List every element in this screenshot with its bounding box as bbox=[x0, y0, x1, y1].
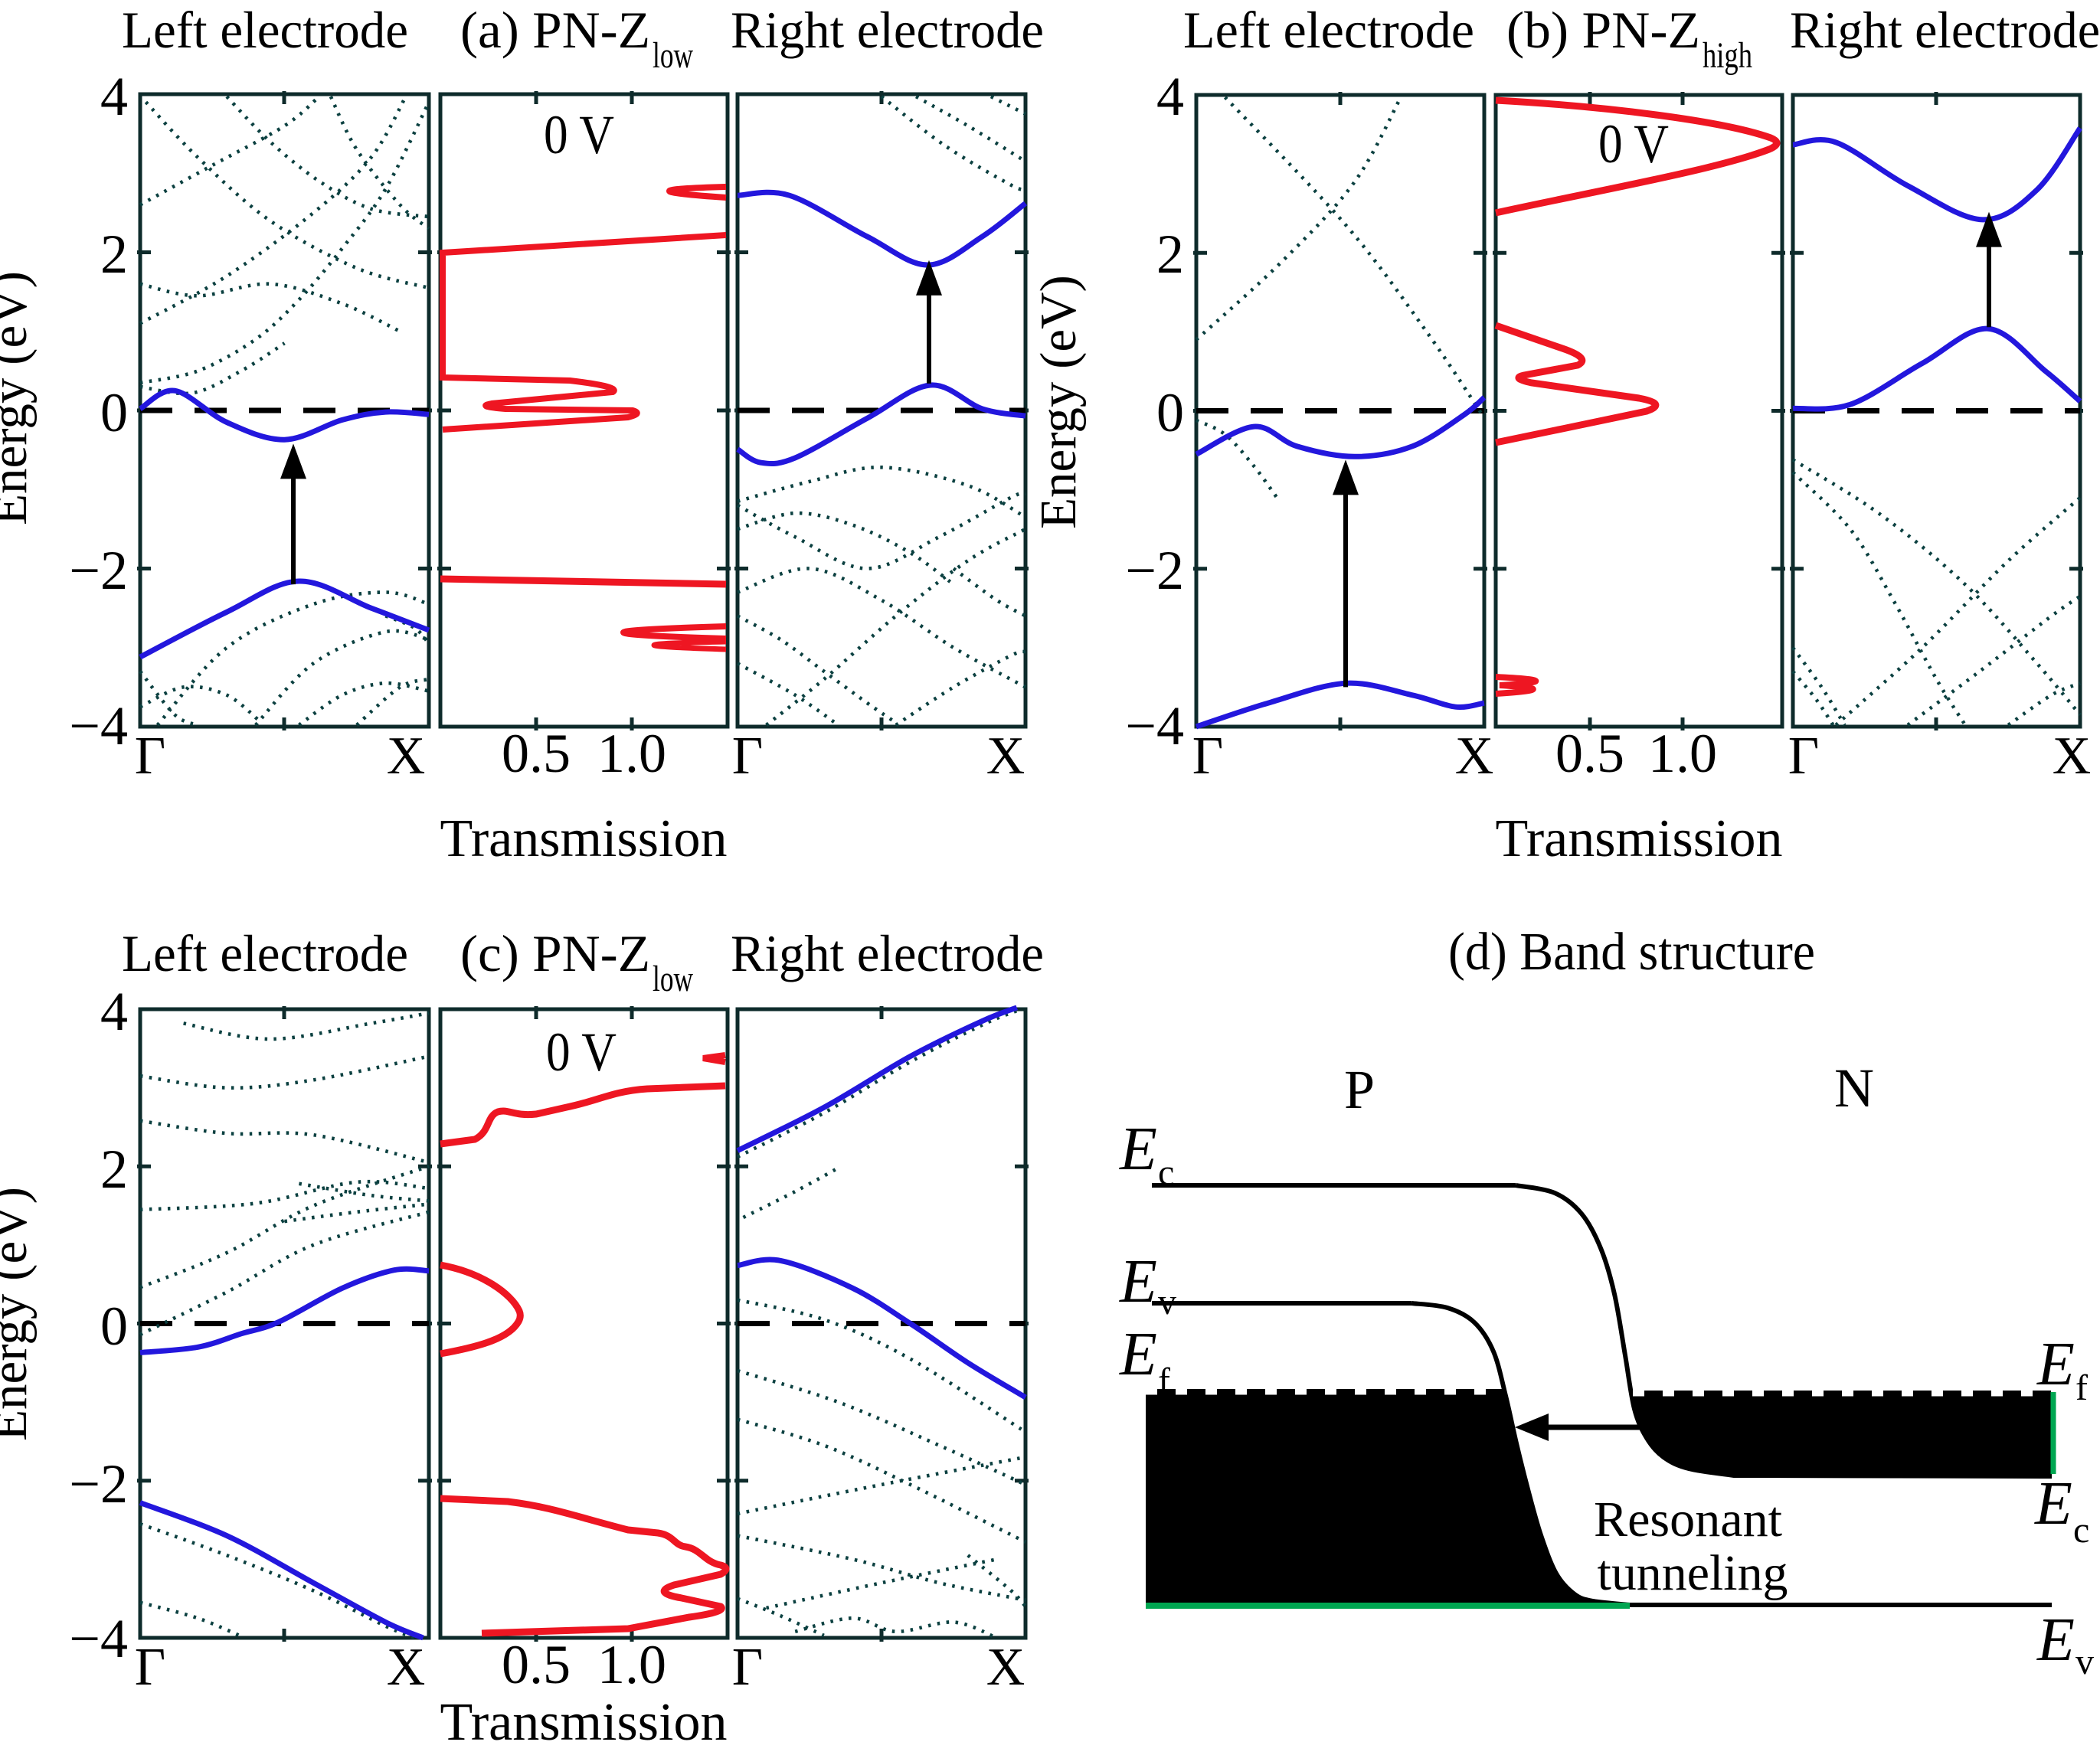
svg-text:−4: −4 bbox=[69, 1608, 128, 1669]
svg-text:−2: −2 bbox=[69, 1453, 128, 1515]
svg-text:Transmission: Transmission bbox=[440, 1693, 728, 1752]
svg-text:−4: −4 bbox=[1125, 695, 1184, 757]
svg-text:Left electrode: Left electrode bbox=[122, 924, 408, 982]
svg-text:0.5: 0.5 bbox=[502, 723, 571, 784]
svg-text:2: 2 bbox=[100, 224, 128, 285]
svg-text:−2: −2 bbox=[1125, 540, 1184, 601]
svg-text:v: v bbox=[2075, 1642, 2094, 1682]
svg-text:4: 4 bbox=[100, 66, 128, 127]
svg-text:Γ: Γ bbox=[1192, 727, 1223, 786]
svg-text:(c) PN-Z: (c) PN-Z bbox=[460, 924, 650, 982]
svg-text:Γ: Γ bbox=[135, 1638, 165, 1697]
svg-text:E: E bbox=[2034, 1470, 2072, 1538]
svg-text:tunneling: tunneling bbox=[1598, 1545, 1788, 1601]
svg-text:Resonant: Resonant bbox=[1594, 1492, 1782, 1547]
svg-text:high: high bbox=[1703, 35, 1752, 76]
svg-text:N: N bbox=[1834, 1057, 1874, 1119]
svg-text:Transmission: Transmission bbox=[1496, 809, 1783, 868]
svg-text:c: c bbox=[1158, 1152, 1174, 1193]
svg-text:Γ: Γ bbox=[732, 727, 763, 786]
svg-text:1.0: 1.0 bbox=[597, 1634, 666, 1695]
svg-text:Right electrode: Right electrode bbox=[731, 924, 1044, 982]
svg-text:Energy (eV): Energy (eV) bbox=[0, 271, 38, 525]
svg-text:2: 2 bbox=[1156, 224, 1184, 285]
svg-text:f: f bbox=[1158, 1361, 1170, 1401]
svg-text:f: f bbox=[2075, 1368, 2088, 1408]
svg-text:Left electrode: Left electrode bbox=[122, 1, 408, 59]
svg-text:−2: −2 bbox=[69, 540, 128, 601]
svg-text:(d) Band structure: (d) Band structure bbox=[1448, 923, 1815, 982]
svg-text:0: 0 bbox=[100, 1296, 128, 1357]
svg-text:0 V: 0 V bbox=[1598, 113, 1669, 175]
svg-text:(a) PN-Z: (a) PN-Z bbox=[460, 1, 650, 59]
svg-text:0.5: 0.5 bbox=[1555, 723, 1624, 784]
svg-text:E: E bbox=[1119, 1321, 1157, 1388]
svg-text:0: 0 bbox=[100, 382, 128, 443]
svg-text:P: P bbox=[1344, 1059, 1375, 1120]
svg-text:1.0: 1.0 bbox=[597, 723, 666, 784]
svg-text:Left electrode: Left electrode bbox=[1183, 1, 1474, 59]
svg-text:0: 0 bbox=[1156, 382, 1184, 443]
svg-text:E: E bbox=[2036, 1331, 2075, 1398]
svg-text:4: 4 bbox=[1156, 66, 1184, 127]
svg-text:Right electrode: Right electrode bbox=[731, 1, 1044, 59]
svg-text:Right electrode: Right electrode bbox=[1790, 1, 2100, 59]
svg-text:0.5: 0.5 bbox=[502, 1634, 571, 1695]
svg-text:low: low bbox=[653, 35, 693, 76]
svg-text:X: X bbox=[986, 727, 1025, 786]
svg-text:X: X bbox=[2053, 727, 2092, 786]
svg-text:Energy (eV): Energy (eV) bbox=[0, 1187, 38, 1441]
svg-text:v: v bbox=[1158, 1282, 1176, 1322]
svg-text:0 V: 0 V bbox=[544, 104, 614, 165]
svg-text:X: X bbox=[387, 1638, 426, 1697]
svg-text:Γ: Γ bbox=[732, 1638, 763, 1697]
svg-text:X: X bbox=[986, 1638, 1025, 1697]
svg-text:Transmission: Transmission bbox=[440, 809, 728, 868]
svg-text:X: X bbox=[387, 727, 426, 786]
svg-text:low: low bbox=[653, 959, 693, 999]
svg-text:1.0: 1.0 bbox=[1648, 723, 1717, 784]
svg-text:Γ: Γ bbox=[1788, 727, 1819, 786]
svg-text:E: E bbox=[1119, 1116, 1157, 1183]
svg-text:Energy (eV): Energy (eV) bbox=[1030, 275, 1087, 529]
svg-text:(b) PN-Z: (b) PN-Z bbox=[1506, 1, 1700, 59]
svg-text:X: X bbox=[1455, 727, 1494, 786]
svg-text:c: c bbox=[2073, 1510, 2089, 1551]
svg-text:E: E bbox=[2036, 1606, 2075, 1674]
svg-text:E: E bbox=[1119, 1248, 1157, 1315]
svg-text:0 V: 0 V bbox=[546, 1021, 617, 1083]
svg-text:4: 4 bbox=[100, 981, 128, 1042]
svg-text:Γ: Γ bbox=[135, 727, 165, 786]
svg-text:2: 2 bbox=[100, 1139, 128, 1200]
svg-text:−4: −4 bbox=[69, 695, 128, 757]
